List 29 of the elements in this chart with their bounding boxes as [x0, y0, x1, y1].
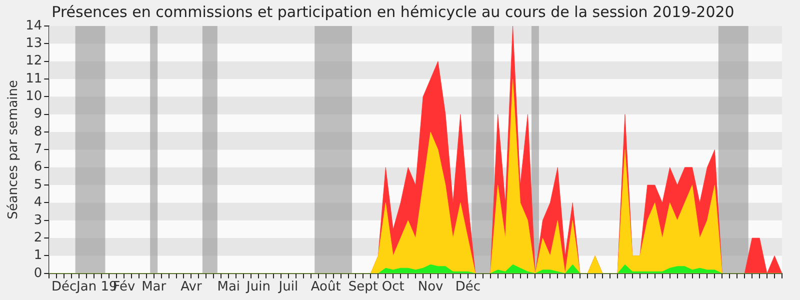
- y-tick-label: 1: [34, 248, 42, 264]
- x-tick-label: Juin: [246, 280, 270, 295]
- x-tick-label: Avr: [180, 280, 202, 295]
- chart-title: Présences en commissions et participation en hémicycle au cours de la session 2019-2020: [52, 2, 734, 21]
- x-tick-label: Déc: [455, 280, 480, 295]
- y-tick-label: 14: [26, 18, 42, 34]
- y-tick-label: 12: [26, 54, 42, 69]
- x-tick-label: Juil: [278, 280, 298, 295]
- y-tick-label: 5: [34, 177, 42, 192]
- x-tick-label: Oct: [382, 280, 404, 295]
- x-tick-label: Sept: [348, 280, 378, 295]
- y-tick-label: 13: [26, 36, 42, 52]
- y-tick-label: 7: [34, 142, 42, 158]
- x-tick-label: Nov: [418, 280, 444, 295]
- y-tick-label: 8: [34, 124, 42, 140]
- x-tick-label: Mai: [217, 280, 240, 295]
- y-tick-label: 9: [34, 106, 42, 122]
- y-tick-label: 10: [26, 89, 42, 104]
- y-tick-label: 3: [34, 212, 42, 228]
- x-tick-label: Jan: [76, 280, 97, 295]
- y-tick-label: 11: [26, 71, 42, 86]
- x-tick-label: Déc: [52, 280, 77, 295]
- y-tick-label: 6: [34, 160, 42, 175]
- y-tick-label: 4: [34, 195, 42, 210]
- y-axis-title: Séances par semaine: [6, 80, 22, 220]
- x-tick-label: Août: [310, 280, 341, 295]
- y-tick-label: 2: [34, 230, 42, 246]
- x-tick-label: Mar: [142, 280, 167, 295]
- y-tick-label: 0: [34, 266, 42, 281]
